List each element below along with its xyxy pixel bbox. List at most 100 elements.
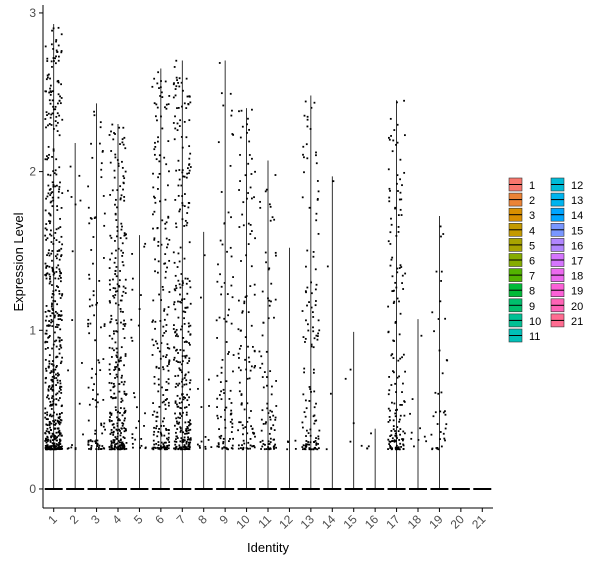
data-point bbox=[310, 306, 313, 309]
data-point bbox=[113, 132, 115, 134]
data-point bbox=[307, 432, 310, 435]
data-point bbox=[56, 253, 59, 256]
data-point bbox=[158, 172, 161, 175]
data-point bbox=[121, 261, 124, 263]
data-point bbox=[52, 48, 55, 50]
data-point bbox=[177, 81, 180, 84]
data-point bbox=[113, 385, 116, 388]
data-point bbox=[51, 302, 53, 305]
data-point bbox=[116, 206, 118, 209]
data-point bbox=[51, 389, 54, 392]
data-point bbox=[55, 266, 58, 269]
data-point bbox=[116, 230, 119, 232]
data-point bbox=[437, 392, 440, 395]
data-point bbox=[166, 444, 169, 447]
data-point bbox=[103, 422, 106, 425]
legend-label: 7 bbox=[529, 271, 535, 283]
data-point bbox=[44, 332, 47, 335]
data-point bbox=[253, 293, 256, 296]
data-point bbox=[242, 201, 245, 204]
data-point bbox=[119, 412, 121, 414]
data-point bbox=[269, 437, 272, 440]
data-point bbox=[153, 153, 156, 156]
data-point bbox=[53, 272, 56, 275]
data-point bbox=[109, 389, 112, 392]
data-point bbox=[253, 366, 256, 369]
data-point bbox=[387, 407, 390, 410]
data-point bbox=[221, 447, 224, 450]
data-point bbox=[312, 316, 315, 318]
data-point bbox=[70, 196, 73, 198]
data-point bbox=[174, 386, 177, 388]
data-point bbox=[392, 428, 395, 431]
data-point bbox=[230, 431, 233, 433]
data-point bbox=[115, 319, 118, 322]
data-point bbox=[183, 444, 186, 446]
data-point bbox=[267, 412, 270, 414]
data-point bbox=[168, 361, 170, 364]
data-point bbox=[113, 332, 115, 335]
data-point bbox=[176, 428, 179, 430]
data-point bbox=[124, 147, 127, 150]
data-point bbox=[391, 401, 393, 404]
data-point bbox=[48, 123, 51, 125]
data-point bbox=[102, 358, 105, 360]
data-point bbox=[46, 265, 49, 267]
data-point bbox=[50, 415, 53, 418]
data-point bbox=[304, 337, 307, 340]
data-point bbox=[163, 400, 165, 403]
data-point bbox=[243, 442, 246, 445]
data-point bbox=[153, 210, 156, 213]
data-point bbox=[178, 421, 181, 424]
data-point bbox=[306, 115, 309, 118]
data-point bbox=[228, 351, 230, 353]
data-point bbox=[249, 444, 252, 447]
data-point bbox=[305, 291, 307, 294]
data-point bbox=[419, 427, 421, 430]
data-point bbox=[131, 339, 134, 342]
data-point bbox=[230, 409, 233, 412]
data-point bbox=[56, 379, 59, 382]
data-point bbox=[115, 266, 118, 268]
data-point bbox=[158, 293, 160, 296]
data-point bbox=[110, 441, 113, 444]
data-point bbox=[223, 282, 226, 284]
data-point bbox=[177, 352, 179, 354]
data-point bbox=[50, 445, 53, 447]
data-point bbox=[45, 238, 48, 241]
data-point bbox=[48, 360, 51, 363]
data-point bbox=[51, 292, 54, 295]
data-point bbox=[122, 175, 125, 178]
data-point bbox=[315, 162, 318, 165]
data-point bbox=[173, 288, 176, 291]
data-point bbox=[152, 299, 155, 302]
data-point bbox=[220, 390, 222, 393]
data-point bbox=[302, 444, 305, 447]
data-point bbox=[91, 304, 94, 307]
data-point bbox=[53, 421, 56, 423]
data-point bbox=[123, 392, 126, 395]
data-point bbox=[119, 434, 122, 437]
data-point bbox=[244, 296, 247, 299]
data-point bbox=[188, 448, 191, 451]
data-point bbox=[247, 441, 250, 444]
data-point bbox=[157, 244, 160, 247]
x-tick-label: 15 bbox=[340, 512, 360, 532]
data-point bbox=[124, 287, 127, 290]
data-point bbox=[104, 428, 106, 431]
data-point bbox=[152, 227, 154, 230]
data-point bbox=[88, 403, 91, 406]
data-point bbox=[53, 340, 56, 343]
data-point bbox=[187, 429, 190, 432]
data-point bbox=[302, 393, 305, 396]
y-tick-label: 3 bbox=[29, 6, 36, 20]
data-point bbox=[157, 176, 159, 179]
data-point bbox=[180, 105, 183, 108]
data-point bbox=[409, 412, 411, 415]
data-point bbox=[253, 350, 256, 353]
data-point bbox=[46, 396, 48, 399]
data-point bbox=[164, 253, 167, 255]
data-point bbox=[249, 285, 252, 287]
data-point bbox=[223, 392, 225, 394]
data-point bbox=[44, 358, 47, 361]
